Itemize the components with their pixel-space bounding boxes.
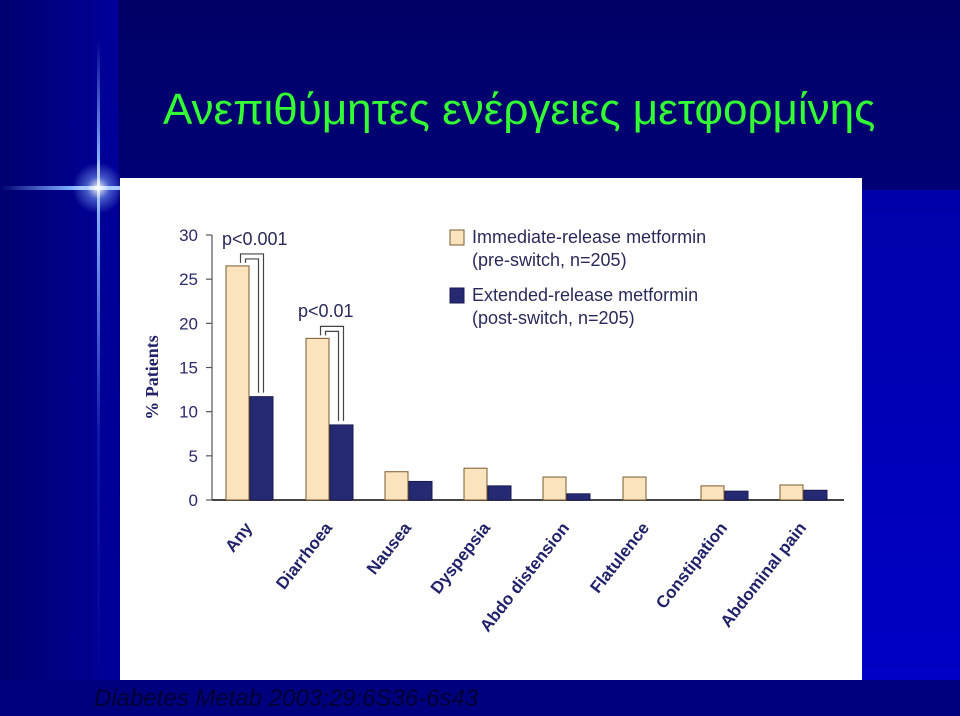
bar-extended-release-abdo-distension (566, 493, 591, 501)
bar-immediate-release-dyspepsia (463, 467, 488, 501)
bar-extended-release-diarrhoea (329, 424, 354, 501)
significance-bracket (239, 253, 265, 393)
light-flare-vertical (97, 40, 100, 700)
y-tick-label: 15 (179, 359, 198, 378)
slide-title: Ανεπιθύμητες ενέργειες μετφορμίνης (163, 85, 876, 134)
legend-label-detail: (pre-switch, n=205) (472, 250, 627, 270)
x-category-label: Diarrhoea (272, 518, 336, 593)
legend-label: Extended-release metformin (472, 285, 698, 305)
x-category-label: Any (221, 518, 256, 555)
bar-immediate-release-constipation (700, 485, 725, 501)
light-flare-glow (72, 162, 124, 214)
chart-panel: 0 5 10 15 20 25 30 % Patients Any Diarrhoea Nause… (120, 178, 862, 680)
y-axis-label: % Patients (142, 335, 162, 420)
legend-swatch (449, 229, 465, 246)
bar-immediate-release-abdominal-pain (779, 484, 804, 501)
significance-bracket-inner (244, 258, 260, 393)
y-tick-label: 5 (189, 447, 198, 466)
x-category-label: Abdominal pain (717, 519, 810, 631)
slide-right-band (862, 190, 960, 680)
bar-extended-release-constipation (724, 490, 749, 501)
legend-label: Immediate-release metformin (472, 227, 706, 247)
significance-bracket-inner (324, 330, 340, 421)
y-tick-label: 30 (179, 226, 198, 245)
y-tick-label: 25 (179, 270, 198, 289)
legend-label-detail: (post-switch, n=205) (472, 308, 635, 328)
legend-swatch (449, 287, 465, 304)
bar-extended-release-nausea (408, 480, 433, 501)
significance-bracket (319, 325, 345, 421)
y-tick-label: 0 (189, 491, 198, 510)
bar-immediate-release-flatulence (622, 476, 647, 501)
p-value-label: p<0.001 (222, 229, 288, 249)
y-tick-label: 20 (179, 314, 198, 333)
x-category-label: Dyspepsia (427, 518, 495, 597)
x-category-label: Abdo distension (476, 519, 573, 636)
bar-immediate-release-abdo-distension (542, 476, 567, 501)
bar-extended-release-any (249, 396, 274, 501)
bar-immediate-release-any (225, 265, 250, 501)
slide-bottom-band (0, 680, 960, 716)
x-category-label: Flatulence (586, 519, 653, 597)
bar-immediate-release-nausea (384, 471, 409, 501)
bar-immediate-release-diarrhoea (305, 337, 330, 501)
x-category-label: Constipation (652, 519, 731, 613)
bar-extended-release-dyspepsia (487, 485, 512, 501)
p-value-label: p<0.01 (298, 301, 354, 321)
citation: Diabetes Metab 2003;29:6S36-6s43 (94, 685, 479, 712)
bar-extended-release-abdominal-pain (803, 489, 828, 501)
y-tick-label: 10 (179, 403, 198, 422)
bar-chart: 0 5 10 15 20 25 30 % Patients Any Diarrhoea Nause… (142, 226, 844, 636)
slide-left-band (0, 0, 118, 716)
x-category-label: Nausea (363, 518, 416, 578)
